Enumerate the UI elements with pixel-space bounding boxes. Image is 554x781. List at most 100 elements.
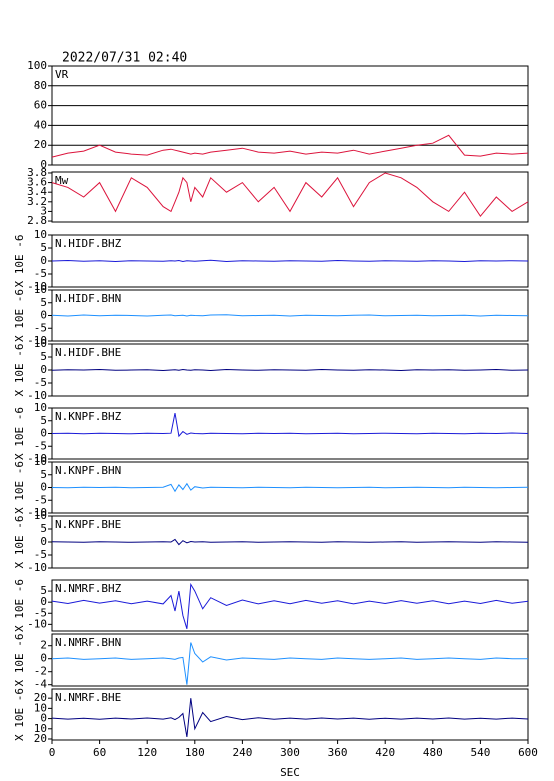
panel-frame <box>51 579 529 632</box>
y-tick-label: 5 <box>40 414 47 427</box>
panel-label: N.NMRF.BHN <box>55 636 121 649</box>
trace <box>51 482 529 493</box>
panel-label: VR <box>55 68 69 81</box>
y-tick-label: 0 <box>40 254 47 267</box>
y-tick-label: -10 <box>27 617 47 630</box>
panel-frame <box>51 688 529 741</box>
panel-frame <box>51 171 529 223</box>
y-tick-label: 0 <box>40 652 47 665</box>
x-tick-label: 480 <box>423 746 443 759</box>
y-tick-label: -4 <box>34 678 48 691</box>
y-tick-label: 100 <box>27 59 47 72</box>
chart-title: 2022/07/31 02:40 <box>62 51 187 66</box>
y-tick-label: 3.6 <box>27 176 47 189</box>
x-tick-label: 360 <box>328 746 348 759</box>
y-tick-label: 0 <box>40 427 47 440</box>
panel-label: N.KNPF.BHZ <box>55 410 122 423</box>
y-tick-label: 0 <box>40 712 47 725</box>
trace <box>51 413 529 438</box>
y-axis-label: X 10E -6 <box>13 289 26 342</box>
x-tick-label: 600 <box>518 746 538 759</box>
panel-label: N.KNPF.BHE <box>55 518 121 531</box>
y-tick-label: 10 <box>34 337 47 350</box>
panel-label: N.HIDF.BHN <box>55 292 121 305</box>
y-tick-label: 10 <box>34 722 47 735</box>
y-tick-label: 10 <box>34 509 47 522</box>
y-tick-label: 0 <box>40 158 47 171</box>
trace <box>51 134 529 158</box>
y-axis-label: X 10E -6 <box>13 634 26 687</box>
x-tick-label: 0 <box>49 746 56 759</box>
y-axis-label: X 10E -6 <box>13 344 26 397</box>
y-tick-label: 10 <box>34 228 47 241</box>
panel-label: N.NMRF.BHE <box>55 691 121 704</box>
x-tick-label: 180 <box>185 746 205 759</box>
panel-label: N.HIDF.BHZ <box>55 237 122 250</box>
y-tick-label: 0 <box>40 535 47 548</box>
panel-label: N.NMRF.BHZ <box>55 582 122 595</box>
y-tick-label: 3.2 <box>27 195 47 208</box>
x-axis-label: SEC <box>280 766 300 779</box>
y-tick-label: -2 <box>34 665 47 678</box>
y-tick-label: 80 <box>34 79 47 92</box>
y-tick-label: 5 <box>40 522 47 535</box>
y-tick-label: 0 <box>40 363 47 376</box>
y-tick-label: 5 <box>40 468 47 481</box>
y-axis-label: X 10E -6 <box>13 461 26 514</box>
y-tick-label: -10 <box>27 506 47 519</box>
y-tick-label: 5 <box>40 584 47 597</box>
y-tick-label: 10 <box>34 401 47 414</box>
y-tick-label: 2 <box>40 639 47 652</box>
y-tick-label: 0 <box>40 481 47 494</box>
panel-label: N.KNPF.BHN <box>55 464 121 477</box>
y-tick-label: 5 <box>40 241 47 254</box>
y-tick-label: 0 <box>40 595 47 608</box>
y-tick-label: -10 <box>27 561 47 574</box>
x-tick-label: 420 <box>375 746 395 759</box>
y-tick-label: 10 <box>34 455 47 468</box>
y-tick-label: -10 <box>27 334 47 347</box>
trace <box>51 642 528 685</box>
trace <box>51 259 529 263</box>
x-tick-label: 300 <box>280 746 300 759</box>
x-tick-label: 60 <box>93 746 106 759</box>
y-tick-label: 20 <box>34 732 47 745</box>
y-axis-label: X 10E -6 <box>13 579 26 632</box>
y-tick-label: -5 <box>34 548 47 561</box>
y-tick-label: 5 <box>40 350 47 363</box>
y-tick-label: -5 <box>34 439 47 452</box>
x-tick-label: 120 <box>137 746 157 759</box>
y-tick-label: 60 <box>34 99 47 112</box>
y-tick-label: -5 <box>34 376 47 389</box>
y-axis-label: X 10E -6 <box>13 235 26 288</box>
y-tick-label: 2.8 <box>27 214 47 227</box>
panel-label: Mw <box>55 174 69 187</box>
y-tick-label: -5 <box>34 267 47 280</box>
y-tick-label: 3 <box>40 204 47 217</box>
y-tick-label: 10 <box>34 701 47 714</box>
y-axis-label: X 10E -6 <box>13 516 26 569</box>
panel-label: N.HIDF.BHE <box>55 346 121 359</box>
y-tick-label: -5 <box>34 606 47 619</box>
x-tick-label: 240 <box>232 746 252 759</box>
y-tick-label: 10 <box>34 283 47 296</box>
x-tick-label: 540 <box>470 746 490 759</box>
trace <box>51 698 529 737</box>
y-tick-label: -5 <box>34 493 47 506</box>
y-tick-label: 3.4 <box>27 185 47 198</box>
y-tick-label: 20 <box>34 691 47 704</box>
y-tick-label: 40 <box>34 118 47 131</box>
panel-frame <box>51 633 529 687</box>
panel-frame <box>51 65 529 166</box>
y-tick-label: 0 <box>40 309 47 322</box>
y-tick-label: -10 <box>27 280 47 293</box>
y-tick-label: -10 <box>27 389 47 402</box>
trace <box>51 538 529 546</box>
trace <box>51 314 529 317</box>
trace <box>51 582 529 629</box>
y-tick-label: 3.8 <box>27 166 47 179</box>
y-tick-label: 5 <box>40 296 47 309</box>
y-tick-label: 20 <box>34 138 47 151</box>
y-tick-label: -10 <box>27 452 47 465</box>
